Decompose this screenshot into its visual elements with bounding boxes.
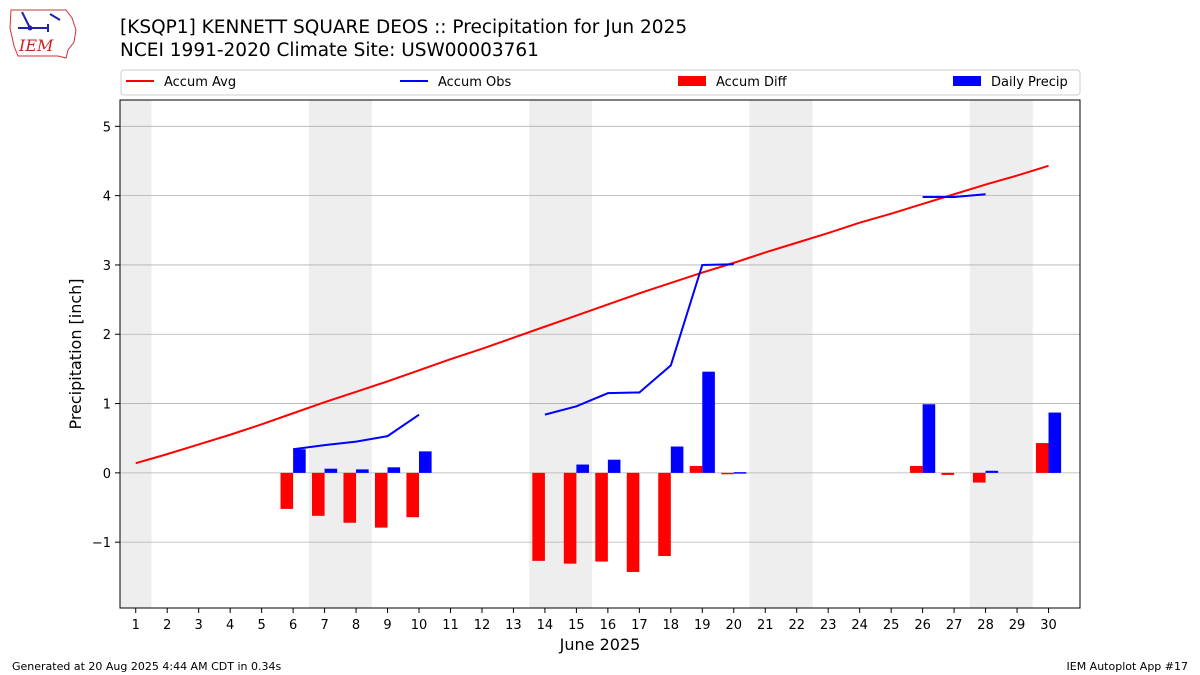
weather-station-icon xyxy=(18,11,61,32)
accum-diff-bar xyxy=(1035,443,1049,473)
y-axis-label: Precipitation [inch] xyxy=(66,278,85,429)
x-tick-label: 13 xyxy=(505,618,522,633)
accum-obs-line xyxy=(922,193,986,199)
y-tick-label: 4 xyxy=(103,190,111,205)
x-tick-label: 9 xyxy=(383,618,391,633)
daily-precip-bar xyxy=(922,404,936,473)
x-axis-label: June 2025 xyxy=(559,635,641,654)
x-tick-label: 10 xyxy=(411,618,428,633)
x-tick-label: 18 xyxy=(663,618,680,633)
weekend-shade xyxy=(969,100,1033,608)
generated-timestamp: Generated at 20 Aug 2025 4:44 AM CDT in … xyxy=(12,660,282,673)
y-tick-label: 5 xyxy=(103,120,111,135)
x-tick-label: 12 xyxy=(474,618,491,633)
weekend-shade xyxy=(749,100,813,608)
x-tick-label: 5 xyxy=(257,618,265,633)
x-tick-label: 17 xyxy=(631,618,648,633)
legend-label: Accum Obs xyxy=(438,75,511,90)
accum-diff-bar xyxy=(280,472,294,509)
plot-frame xyxy=(119,99,1081,609)
legend-box xyxy=(120,69,1081,96)
accum-diff-bar xyxy=(972,472,986,483)
x-tick-label: 14 xyxy=(537,618,554,633)
accum-diff-bar xyxy=(563,472,577,564)
x-tick-label: 16 xyxy=(600,618,617,633)
accum-diff-bar xyxy=(626,472,640,572)
daily-precip-bar xyxy=(670,446,684,473)
weekend-shade xyxy=(308,100,372,608)
accum-diff-bar xyxy=(941,472,955,475)
x-tick-label: 1 xyxy=(132,618,140,633)
x-tick-label: 26 xyxy=(914,618,931,633)
accum-diff-bar xyxy=(658,472,671,557)
x-tick-label: 6 xyxy=(289,618,297,633)
y-tick-label: −1 xyxy=(92,536,111,551)
x-tick-label: 7 xyxy=(320,618,328,633)
legend-swatch xyxy=(953,76,981,86)
daily-precip-bar xyxy=(985,470,999,473)
daily-precip-bar xyxy=(733,472,747,474)
daily-precip-bar xyxy=(419,451,432,473)
legend-swatch xyxy=(678,76,706,86)
x-tick-label: 28 xyxy=(977,618,994,633)
x-tick-label: 11 xyxy=(442,618,459,633)
logo-text: IEM xyxy=(18,36,54,55)
iem-logo: IEM xyxy=(9,9,77,59)
accum-diff-bar xyxy=(689,465,703,473)
accum-avg-line xyxy=(135,164,1049,465)
y-tick-label: 0 xyxy=(103,467,111,482)
daily-precip-bar xyxy=(324,468,338,473)
accum-diff-bar xyxy=(721,472,734,475)
daily-precip-bar xyxy=(387,467,401,473)
y-tick-label: 3 xyxy=(103,259,111,274)
x-tick-label: 24 xyxy=(851,618,868,633)
y-tick-label: 1 xyxy=(103,398,111,413)
accum-obs-line xyxy=(292,413,420,451)
daily-precip-bar xyxy=(576,464,589,473)
x-tick-label: 21 xyxy=(757,618,774,633)
x-tick-label: 30 xyxy=(1040,618,1057,633)
accum-obs-line xyxy=(544,263,734,416)
x-tick-label: 3 xyxy=(195,618,203,633)
daily-precip-bar xyxy=(356,469,369,473)
x-tick-label: 8 xyxy=(352,618,360,633)
x-tick-label: 4 xyxy=(226,618,234,633)
x-tick-label: 15 xyxy=(568,618,585,633)
legend-label: Accum Avg xyxy=(164,75,236,90)
accum-diff-bar xyxy=(312,472,325,516)
accum-diff-bar xyxy=(910,465,923,473)
x-tick-label: 2 xyxy=(163,618,171,633)
accum-diff-bar xyxy=(595,472,608,562)
weekend-shade xyxy=(120,100,152,608)
daily-precip-bar xyxy=(702,371,715,473)
x-tick-label: 25 xyxy=(883,618,900,633)
accum-diff-bar xyxy=(532,472,545,561)
legend-label: Accum Diff xyxy=(716,75,788,90)
accum-diff-bar xyxy=(343,472,357,523)
chart-title: [KSQP1] KENNETT SQUARE DEOS :: Precipita… xyxy=(120,17,688,38)
x-tick-label: 19 xyxy=(694,618,711,633)
daily-precip-bar xyxy=(607,459,621,473)
x-tick-label: 27 xyxy=(946,618,963,633)
x-tick-label: 23 xyxy=(820,618,837,633)
daily-precip-bar xyxy=(1048,412,1062,473)
app-label: IEM Autoplot App #17 xyxy=(1066,660,1189,673)
x-tick-label: 29 xyxy=(1009,618,1026,633)
x-tick-label: 22 xyxy=(788,618,805,633)
daily-precip-bar xyxy=(293,449,306,473)
chart-subtitle: NCEI 1991-2020 Climate Site: USW00003761 xyxy=(120,40,539,61)
accum-diff-bar xyxy=(374,472,388,528)
accum-diff-bar xyxy=(406,472,420,518)
x-tick-label: 20 xyxy=(725,618,742,633)
legend-label: Daily Precip xyxy=(991,75,1068,90)
y-tick-label: 2 xyxy=(103,328,111,343)
